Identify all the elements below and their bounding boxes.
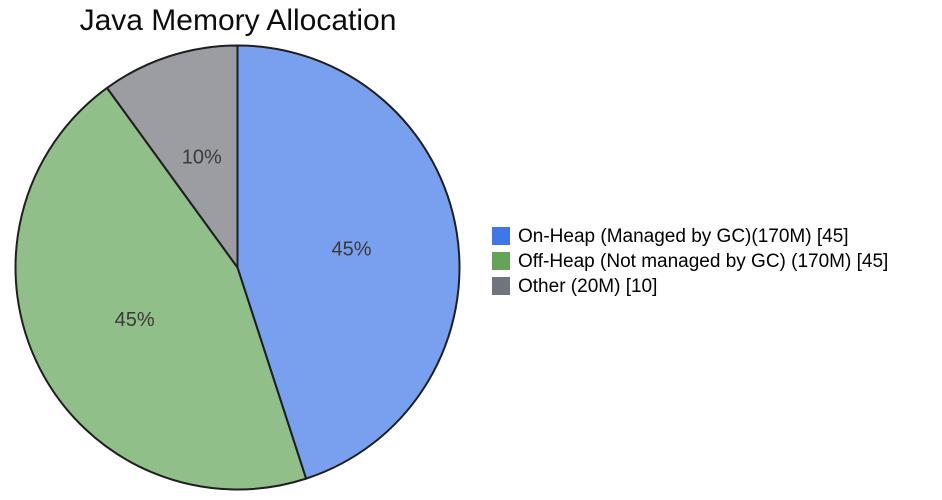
legend-swatch bbox=[492, 277, 510, 295]
legend-item: Off-Heap (Not managed by GC) (170M) [45] bbox=[492, 250, 889, 272]
legend-item: On-Heap (Managed by GC)(170M) [45] bbox=[492, 225, 888, 247]
pie-pct-label: 45% bbox=[115, 309, 155, 331]
pie-pct-label: 10% bbox=[182, 147, 222, 169]
legend: On-Heap (Managed by GC)(170M) [45] Off-H… bbox=[492, 225, 889, 297]
legend-label: Off-Heap (Not managed by GC) (170M) [45] bbox=[518, 250, 889, 272]
chart-title: Java Memory Allocation bbox=[79, 4, 397, 37]
pie-chart: 45% 45% 10% bbox=[14, 44, 461, 491]
pie-slice bbox=[236, 44, 461, 480]
legend-item: Other (20M) [10] bbox=[492, 275, 888, 297]
legend-label: On-Heap (Managed by GC)(170M) [45] bbox=[518, 225, 849, 247]
pie-slice bbox=[106, 44, 239, 269]
legend-swatch bbox=[492, 227, 510, 245]
legend-label: Other (20M) [10] bbox=[518, 275, 658, 297]
pie-slice bbox=[14, 86, 308, 491]
pie-pct-label: 45% bbox=[331, 238, 371, 260]
legend-swatch bbox=[492, 252, 510, 270]
